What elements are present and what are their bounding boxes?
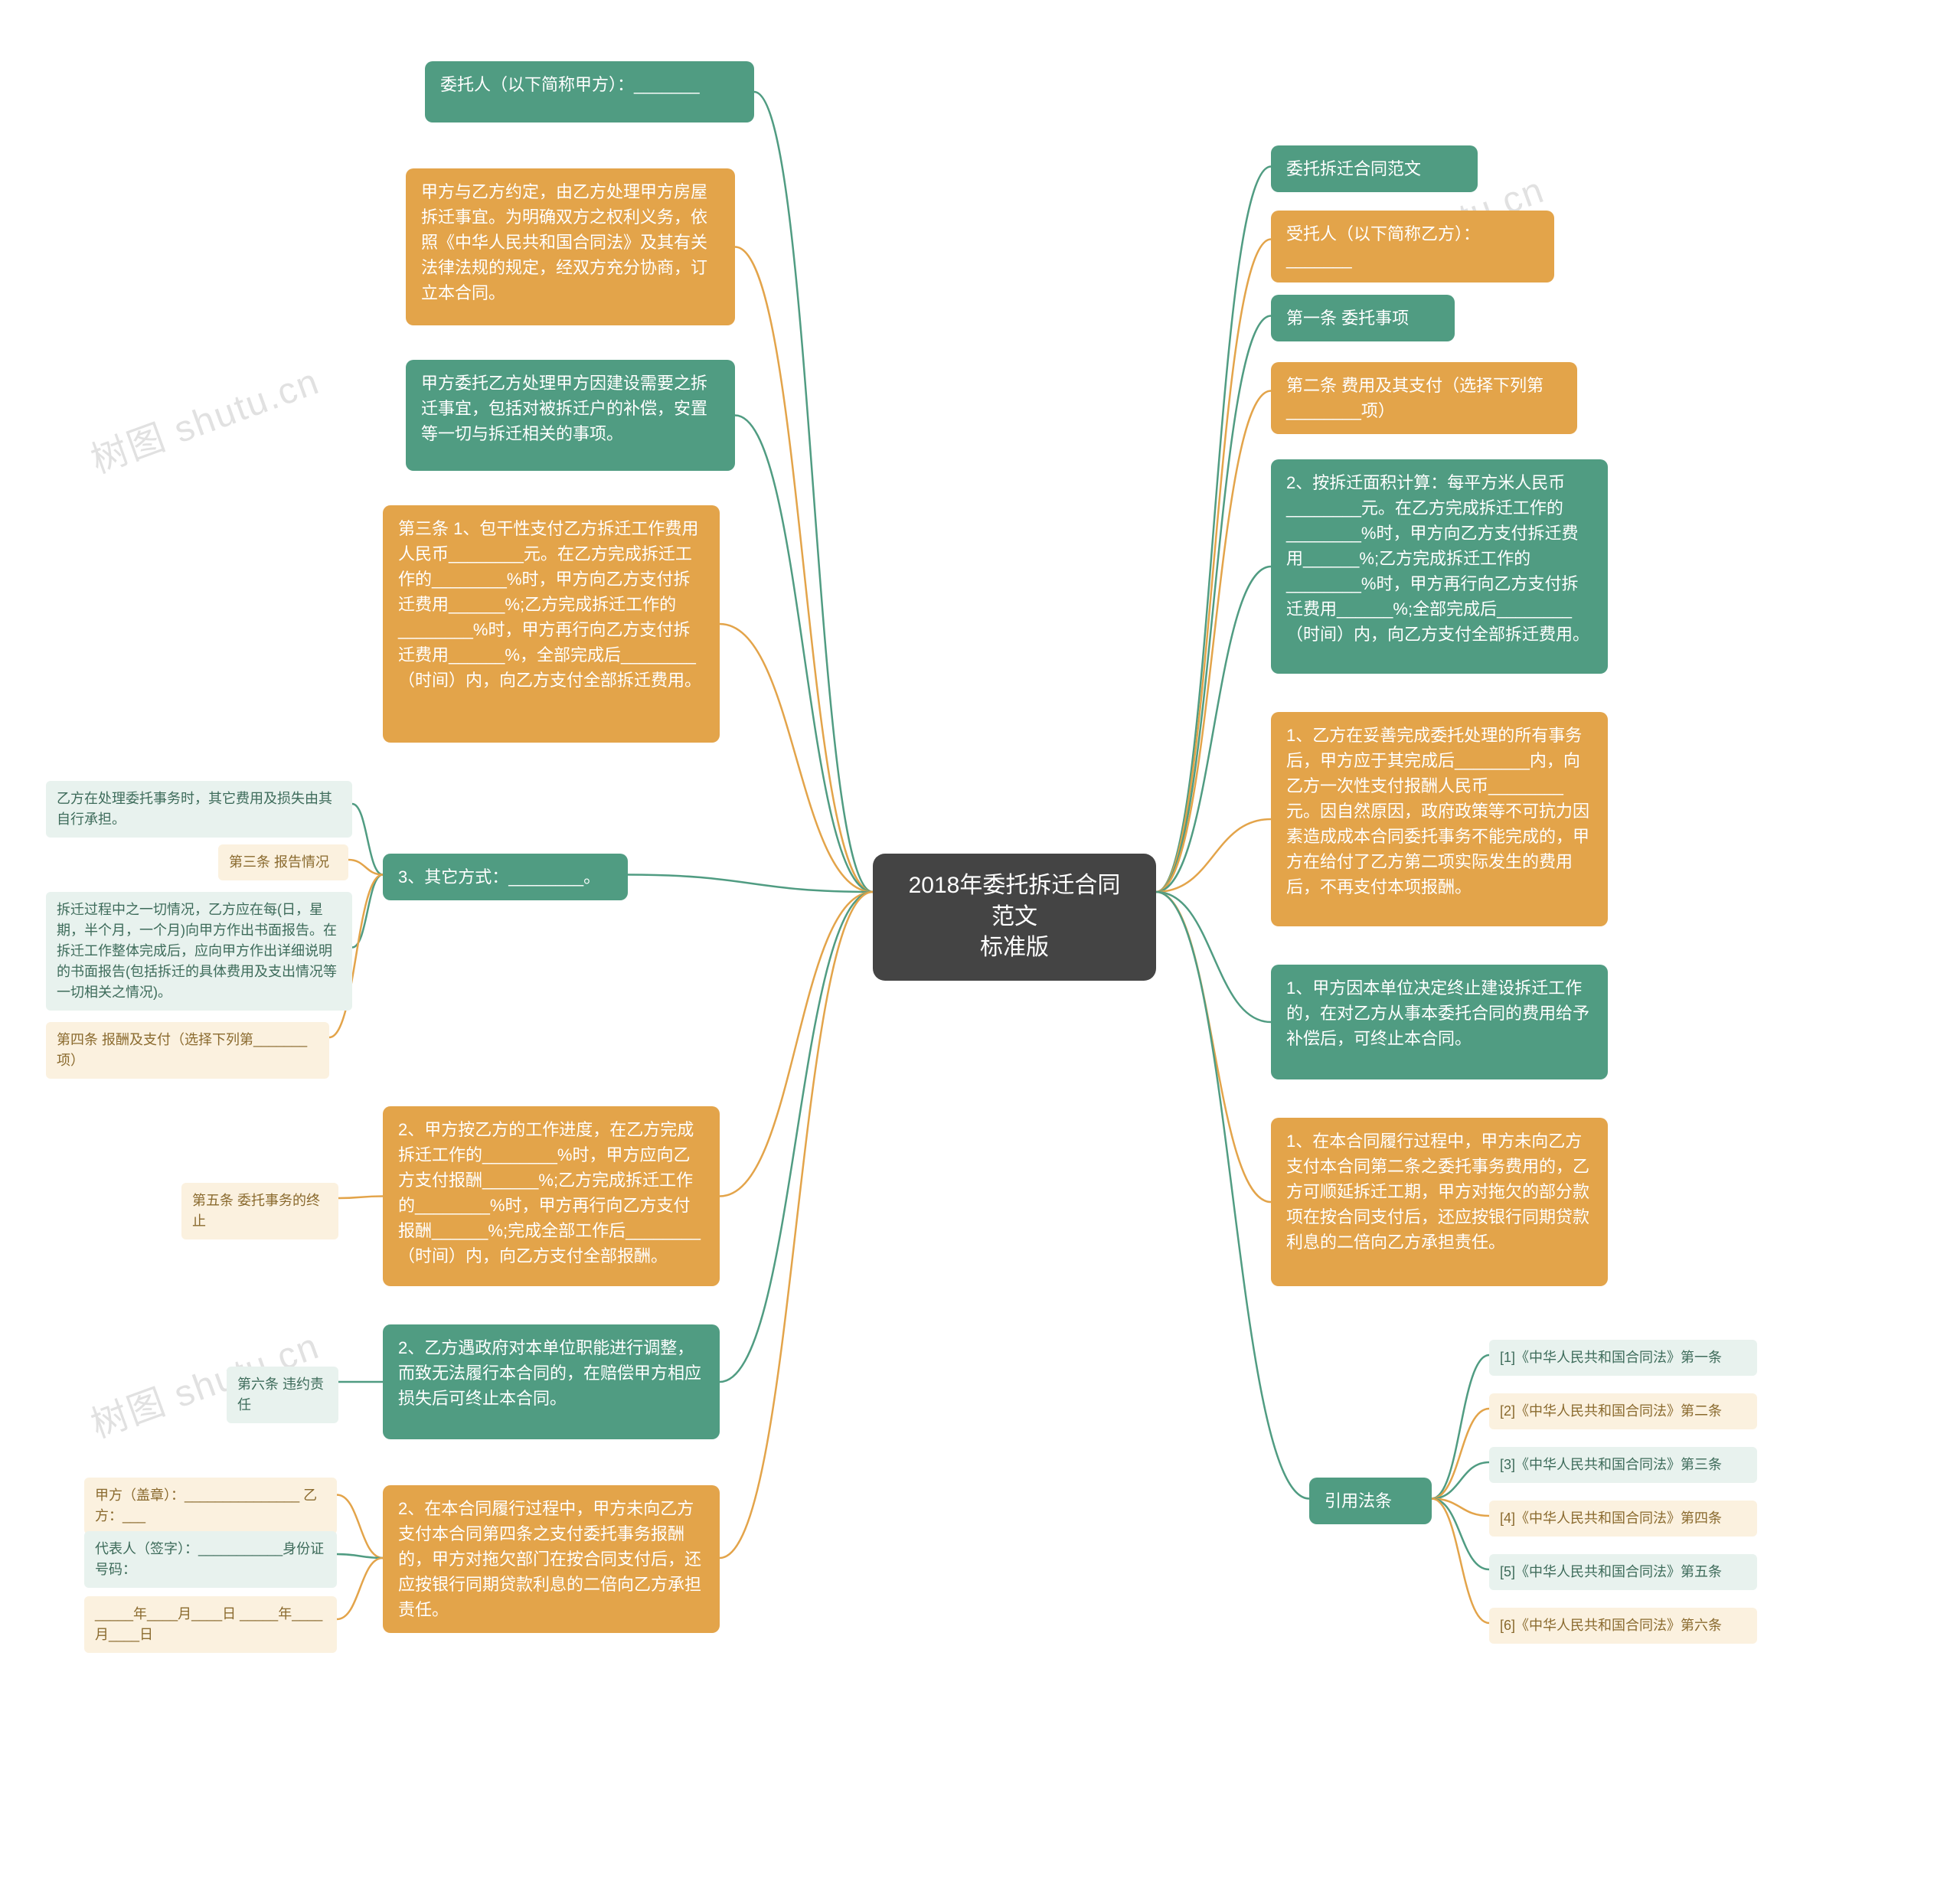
node-text: 委托人（以下简称甲方）：_______ bbox=[440, 75, 700, 94]
mindmap-leaf-node: 第六条 违约责任 bbox=[227, 1367, 338, 1423]
node-text: 2、按拆迁面积计算：每平方米人民币________元。在乙方完成拆迁工作的___… bbox=[1286, 473, 1589, 644]
mindmap-branch-node: 甲方与乙方约定，由乙方处理甲方房屋拆迁事宜。为明确双方之权利义务，依照《中华人民… bbox=[406, 168, 735, 325]
mindmap-branch-node: 引用法条 bbox=[1309, 1478, 1432, 1524]
mindmap-branch-node: 委托人（以下简称甲方）：_______ bbox=[425, 61, 754, 122]
mindmap-branch-node: 2、按拆迁面积计算：每平方米人民币________元。在乙方完成拆迁工作的___… bbox=[1271, 459, 1608, 674]
mindmap-branch-node: 3、其它方式：________。 bbox=[383, 854, 628, 900]
mindmap-leaf-node: 第三条 报告情况 bbox=[218, 844, 348, 880]
node-text: _____年____月____日 _____年____月____日 bbox=[95, 1606, 322, 1642]
mindmap-leaf-node: [3]《中华人民共和国合同法》第三条 bbox=[1489, 1447, 1757, 1483]
node-text: [2]《中华人民共和国合同法》第二条 bbox=[1500, 1403, 1722, 1419]
mindmap-branch-node: 2、乙方遇政府对本单位职能进行调整，而致无法履行本合同的，在赔偿甲方相应损失后可… bbox=[383, 1324, 720, 1439]
node-text: 委托拆迁合同范文 bbox=[1286, 159, 1421, 178]
mindmap-branch-node: 第三条 1、包干性支付乙方拆迁工作费用人民币________元。在乙方完成拆迁工… bbox=[383, 505, 720, 743]
mindmap-leaf-node: [1]《中华人民共和国合同法》第一条 bbox=[1489, 1340, 1757, 1376]
node-text: 1、乙方在妥善完成委托处理的所有事务后，甲方应于其完成后________内，向乙… bbox=[1286, 726, 1589, 896]
mindmap-branch-node: 第一条 委托事项 bbox=[1271, 295, 1455, 341]
node-text: 第六条 违约责任 bbox=[237, 1377, 324, 1412]
mindmap-leaf-node: _____年____月____日 _____年____月____日 bbox=[84, 1596, 337, 1653]
mindmap-branch-node: 2、在本合同履行过程中，甲方未向乙方支付本合同第四条之支付委托事务报酬的，甲方对… bbox=[383, 1485, 720, 1633]
mindmap-leaf-node: [6]《中华人民共和国合同法》第六条 bbox=[1489, 1608, 1757, 1644]
node-text: [5]《中华人民共和国合同法》第五条 bbox=[1500, 1564, 1722, 1579]
node-text: 1、甲方因本单位决定终止建设拆迁工作的，在对乙方从事本委托合同的费用给予补偿后，… bbox=[1286, 978, 1589, 1048]
node-text: [6]《中华人民共和国合同法》第六条 bbox=[1500, 1618, 1722, 1633]
node-text: 拆迁过程中之一切情况，乙方应在每(日，星期，半个月，一个月)向甲方作出书面报告。… bbox=[57, 902, 337, 1000]
mindmap-center-node: 2018年委托拆迁合同范文标准版 bbox=[873, 854, 1156, 981]
mindmap-branch-node: 1、乙方在妥善完成委托处理的所有事务后，甲方应于其完成后________内，向乙… bbox=[1271, 712, 1608, 926]
node-text: 第四条 报酬及支付（选择下列第_______项） bbox=[57, 1032, 307, 1068]
mindmap-leaf-node: 代表人（签字）：___________身份证号码： bbox=[84, 1531, 337, 1588]
mindmap-branch-node: 第二条 费用及其支付（选择下列第________项） bbox=[1271, 362, 1577, 434]
node-text: 甲方（盖章）：_______________ 乙方：___ bbox=[95, 1488, 317, 1524]
mindmap-branch-node: 受托人（以下简称乙方）：_______ bbox=[1271, 211, 1554, 282]
mindmap-branch-node: 2、甲方按乙方的工作进度，在乙方完成拆迁工作的________%时，甲方应向乙方… bbox=[383, 1106, 720, 1286]
node-text: 乙方在处理委托事务时，其它费用及损失由其自行承担。 bbox=[57, 791, 332, 827]
mindmap-branch-node: 委托拆迁合同范文 bbox=[1271, 145, 1478, 192]
watermark: 树图 shutu.cn bbox=[82, 351, 325, 484]
node-text: 第二条 费用及其支付（选择下列第________项） bbox=[1286, 376, 1544, 420]
node-text: [1]《中华人民共和国合同法》第一条 bbox=[1500, 1350, 1722, 1365]
node-text: 第三条 报告情况 bbox=[229, 854, 329, 870]
mindmap-branch-node: 甲方委托乙方处理甲方因建设需要之拆迁事宜，包括对被拆迁户的补偿，安置等一切与拆迁… bbox=[406, 360, 735, 471]
node-text: 甲方与乙方约定，由乙方处理甲方房屋拆迁事宜。为明确双方之权利义务，依照《中华人民… bbox=[421, 182, 707, 302]
center-label: 2018年委托拆迁合同范文标准版 bbox=[909, 873, 1121, 960]
node-text: 3、其它方式：________。 bbox=[398, 867, 600, 887]
node-text: 2、在本合同履行过程中，甲方未向乙方支付本合同第四条之支付委托事务报酬的，甲方对… bbox=[398, 1499, 701, 1619]
node-text: 第五条 委托事务的终止 bbox=[192, 1193, 320, 1229]
node-text: 代表人（签字）：___________身份证号码： bbox=[95, 1541, 324, 1577]
node-text: 第一条 委托事项 bbox=[1286, 309, 1409, 328]
node-text: 甲方委托乙方处理甲方因建设需要之拆迁事宜，包括对被拆迁户的补偿，安置等一切与拆迁… bbox=[421, 374, 707, 443]
mindmap-leaf-node: 乙方在处理委托事务时，其它费用及损失由其自行承担。 bbox=[46, 781, 352, 838]
mindmap-branch-node: 1、在本合同履行过程中，甲方未向乙方支付本合同第二条之委托事务费用的，乙方可顺延… bbox=[1271, 1118, 1608, 1286]
node-text: 2、甲方按乙方的工作进度，在乙方完成拆迁工作的________%时，甲方应向乙方… bbox=[398, 1120, 701, 1266]
mindmap-leaf-node: 第四条 报酬及支付（选择下列第_______项） bbox=[46, 1022, 329, 1079]
node-text: 第三条 1、包干性支付乙方拆迁工作费用人民币________元。在乙方完成拆迁工… bbox=[398, 519, 701, 690]
mindmap-leaf-node: 甲方（盖章）：_______________ 乙方：___ bbox=[84, 1478, 337, 1534]
mindmap-branch-node: 1、甲方因本单位决定终止建设拆迁工作的，在对乙方从事本委托合同的费用给予补偿后，… bbox=[1271, 965, 1608, 1079]
node-text: [4]《中华人民共和国合同法》第四条 bbox=[1500, 1510, 1722, 1526]
mindmap-leaf-node: [4]《中华人民共和国合同法》第四条 bbox=[1489, 1501, 1757, 1537]
mindmap-leaf-node: [5]《中华人民共和国合同法》第五条 bbox=[1489, 1554, 1757, 1590]
node-text: 引用法条 bbox=[1325, 1491, 1392, 1510]
mindmap-leaf-node: [2]《中华人民共和国合同法》第二条 bbox=[1489, 1393, 1757, 1429]
mindmap-leaf-node: 拆迁过程中之一切情况，乙方应在每(日，星期，半个月，一个月)向甲方作出书面报告。… bbox=[46, 892, 352, 1011]
node-text: 1、在本合同履行过程中，甲方未向乙方支付本合同第二条之委托事务费用的，乙方可顺延… bbox=[1286, 1132, 1589, 1252]
node-text: 2、乙方遇政府对本单位职能进行调整，而致无法履行本合同的，在赔偿甲方相应损失后可… bbox=[398, 1338, 701, 1408]
mindmap-leaf-node: 第五条 委托事务的终止 bbox=[181, 1183, 338, 1239]
node-text: 受托人（以下简称乙方）：_______ bbox=[1286, 224, 1480, 269]
node-text: [3]《中华人民共和国合同法》第三条 bbox=[1500, 1457, 1722, 1472]
